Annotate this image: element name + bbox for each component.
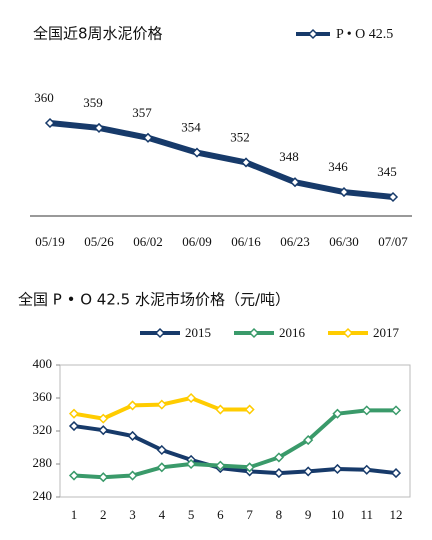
x-tick-label: 05/19: [35, 234, 65, 249]
data-point: [156, 462, 167, 473]
data-point: [127, 430, 138, 442]
legend-label: 2017: [373, 325, 400, 340]
legend-label: 2015: [185, 325, 211, 340]
data-point: [156, 444, 167, 456]
data-point: [387, 191, 399, 203]
x-tick-label: 06/16: [231, 234, 261, 249]
data-point: [98, 472, 109, 483]
legend-label: 2016: [279, 325, 306, 340]
x-tick-label: 4: [159, 507, 166, 522]
data-point: [332, 408, 343, 419]
data-point: [142, 132, 154, 143]
data-point: [98, 425, 109, 436]
data-point: [244, 404, 255, 415]
data-point: [215, 460, 226, 471]
data-point: [273, 468, 284, 479]
x-tick-label: 6: [217, 507, 224, 522]
y-tick-label: 360: [33, 389, 53, 404]
y-tick-label: 280: [33, 455, 53, 470]
data-point: [44, 117, 56, 129]
legend-marker: [248, 327, 260, 339]
data-point: [156, 399, 167, 410]
data-point: [244, 462, 255, 473]
data-label: 354: [181, 120, 201, 135]
data-label: 357: [132, 105, 152, 120]
x-tick-label: 07/07: [378, 234, 408, 249]
data-point: [68, 420, 80, 432]
x-tick-label: 2: [100, 507, 107, 522]
data-label: 359: [83, 95, 103, 110]
x-tick-label: 7: [246, 507, 253, 522]
x-tick-label: 1: [71, 507, 78, 522]
data-point: [361, 405, 372, 416]
data-point: [338, 187, 350, 198]
data-point: [332, 463, 343, 475]
data-point: [68, 408, 80, 419]
data-point: [98, 413, 109, 424]
data-label: 360: [34, 90, 54, 105]
data-point: [303, 466, 314, 477]
x-tick-label: 11: [360, 507, 373, 522]
chart-title: 全国 P • O 42.5 水泥市场价格（元/吨）: [18, 291, 290, 309]
x-tick-label: 06/23: [280, 234, 310, 249]
x-tick-label: 5: [188, 507, 195, 522]
data-point: [191, 147, 203, 158]
legend-marker: [342, 327, 354, 339]
x-tick-label: 06/30: [329, 234, 359, 249]
legend-marker: [154, 327, 166, 339]
data-point: [186, 392, 197, 404]
series-line: [72, 408, 398, 480]
legend-marker: [307, 28, 319, 40]
x-tick-label: 12: [390, 507, 403, 522]
data-point: [303, 435, 314, 446]
x-tick-label: 06/02: [133, 234, 163, 249]
y-tick-label: 400: [33, 356, 53, 371]
data-label: 346: [328, 159, 348, 174]
y-tick-label: 320: [33, 422, 53, 437]
data-point: [186, 458, 197, 470]
x-tick-label: 10: [331, 507, 344, 522]
data-point: [93, 122, 105, 133]
data-point: [240, 157, 252, 168]
data-point: [390, 468, 402, 479]
legend-label: P • O 42.5: [336, 27, 393, 42]
data-point: [215, 404, 226, 415]
x-tick-label: 9: [305, 507, 312, 522]
data-point: [127, 400, 138, 411]
x-tick-label: 05/26: [84, 234, 114, 249]
data-point: [361, 464, 372, 475]
data-point: [390, 405, 402, 416]
data-label: 352: [230, 129, 250, 144]
x-tick-label: 3: [129, 507, 136, 522]
data-label: 345: [377, 164, 397, 179]
x-tick-label: 8: [276, 507, 283, 522]
data-point: [127, 470, 138, 481]
chart-title: 全国近8周水泥价格: [33, 25, 163, 43]
data-point: [289, 177, 301, 188]
x-tick-label: 06/09: [182, 234, 212, 249]
data-label: 348: [279, 149, 299, 164]
series-line: [47, 120, 396, 200]
y-tick-label: 240: [33, 488, 53, 503]
data-point: [273, 452, 284, 463]
data-point: [68, 470, 80, 481]
